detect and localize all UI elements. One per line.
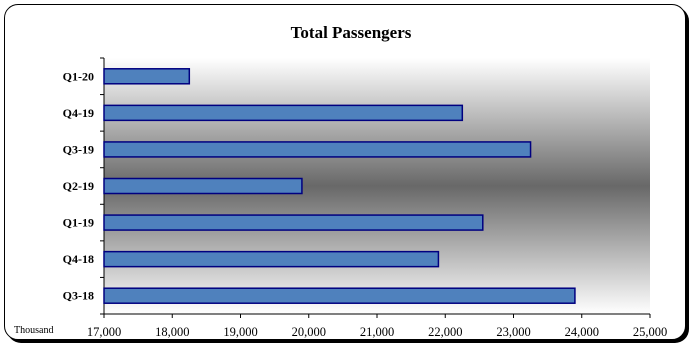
x-tick-label: 22,000: [428, 325, 462, 339]
bar-q4-19: [103, 104, 464, 122]
category-label: Q3-19: [63, 142, 94, 156]
x-tick-label: 23,000: [496, 325, 530, 339]
bar-q2-19: [103, 177, 303, 195]
x-tick-label: 18,000: [155, 325, 189, 339]
x-tick-label: 25,000: [633, 325, 667, 339]
x-tick-label: 24,000: [565, 325, 599, 339]
x-tick-label: 21,000: [360, 325, 394, 339]
bar-q4-18: [103, 250, 440, 268]
x-tick-label: 17,000: [87, 325, 121, 339]
bar-q1-20: [103, 68, 191, 85]
bar-q1-19: [103, 214, 484, 231]
category-label: Q1-20: [63, 69, 94, 83]
x-tick-label: 19,000: [223, 325, 257, 339]
unit-label: Thousand: [14, 325, 53, 336]
category-label: Q2-19: [63, 179, 94, 193]
chart-title: Total Passengers: [291, 23, 412, 42]
category-label: Q1-19: [63, 216, 94, 230]
category-label: Q3-18: [63, 289, 94, 303]
category-label: Q4-18: [63, 252, 94, 266]
category-label: Q4-19: [63, 106, 94, 120]
bar-q3-19: [103, 141, 532, 158]
x-tick-label: 20,000: [292, 325, 326, 339]
bar-q3-18: [103, 287, 576, 304]
